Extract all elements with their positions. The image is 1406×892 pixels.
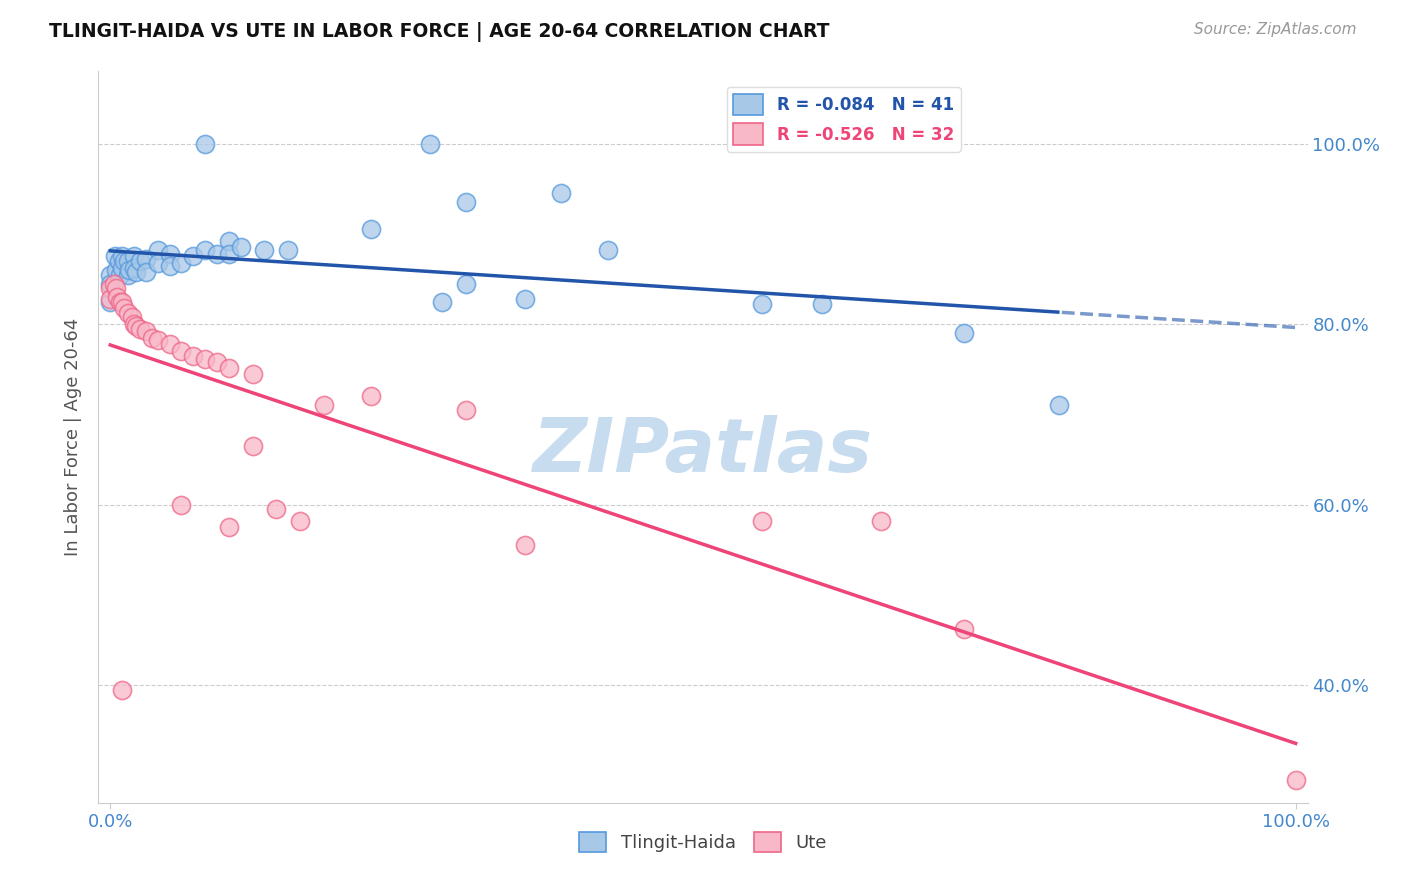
Point [170, 344, 193, 359]
Point [218, 360, 240, 375]
Point [146, 334, 169, 348]
Point [229, 240, 252, 254]
Point [242, 367, 264, 381]
Point [98, 292, 121, 306]
Point [515, 538, 537, 552]
Point [114, 254, 136, 268]
Point [105, 263, 128, 277]
Point [205, 246, 228, 260]
Point [312, 399, 335, 413]
Point [1047, 399, 1070, 413]
Point [454, 403, 477, 417]
Point [218, 234, 240, 248]
Point [218, 246, 240, 260]
Point [146, 256, 169, 270]
Point [125, 265, 148, 279]
Point [419, 136, 441, 151]
Point [205, 355, 228, 369]
Point [122, 250, 145, 264]
Point [454, 277, 477, 291]
Point [117, 268, 139, 282]
Y-axis label: In Labor Force | Age 20-64: In Labor Force | Age 20-64 [65, 318, 83, 557]
Point [181, 250, 204, 264]
Point [869, 514, 891, 528]
Point [141, 331, 163, 345]
Point [1285, 773, 1308, 788]
Point [432, 294, 454, 309]
Point [117, 306, 139, 320]
Point [170, 498, 193, 512]
Point [751, 514, 773, 528]
Text: TLINGIT-HAIDA VS UTE IN LABOR FORCE | AGE 20-64 CORRELATION CHART: TLINGIT-HAIDA VS UTE IN LABOR FORCE | AG… [49, 22, 830, 42]
Point [98, 268, 121, 282]
Point [218, 520, 240, 534]
Point [111, 682, 134, 697]
Point [129, 322, 152, 336]
Point [103, 277, 125, 291]
Point [515, 292, 537, 306]
Point [181, 349, 204, 363]
Point [194, 136, 217, 151]
Point [242, 439, 264, 453]
Point [117, 254, 139, 268]
Point [111, 250, 134, 264]
Point [129, 254, 152, 268]
Text: ZIPatlas: ZIPatlas [533, 415, 873, 488]
Point [288, 514, 311, 528]
Point [952, 326, 974, 341]
Point [98, 277, 121, 291]
Point [159, 259, 181, 273]
Point [454, 195, 477, 210]
Point [253, 243, 276, 257]
Text: Source: ZipAtlas.com: Source: ZipAtlas.com [1194, 22, 1357, 37]
Point [121, 310, 143, 324]
Point [122, 261, 145, 276]
Point [170, 256, 193, 270]
Point [277, 243, 299, 257]
Point [108, 268, 131, 282]
Point [751, 297, 773, 311]
Point [122, 317, 145, 331]
Point [550, 186, 572, 201]
Point [360, 222, 382, 236]
Point [360, 389, 382, 403]
Point [111, 294, 134, 309]
Point [264, 502, 287, 516]
Point [135, 252, 157, 267]
Point [105, 290, 128, 304]
Point [146, 243, 169, 257]
Point [118, 263, 141, 277]
Point [111, 261, 134, 276]
Point [952, 623, 974, 637]
Point [107, 254, 129, 268]
Point [159, 246, 181, 260]
Point [98, 281, 121, 295]
Point [159, 337, 181, 351]
Point [135, 325, 157, 339]
Point [98, 294, 121, 309]
Point [108, 294, 131, 309]
Legend: Tlingit-Haida, Ute: Tlingit-Haida, Ute [572, 824, 834, 860]
Point [105, 281, 128, 295]
Point [810, 297, 832, 311]
Point [125, 318, 148, 333]
Point [135, 265, 157, 279]
Point [194, 351, 217, 366]
Point [598, 243, 620, 257]
Point [114, 301, 136, 315]
Point [104, 250, 127, 264]
Point [194, 243, 217, 257]
